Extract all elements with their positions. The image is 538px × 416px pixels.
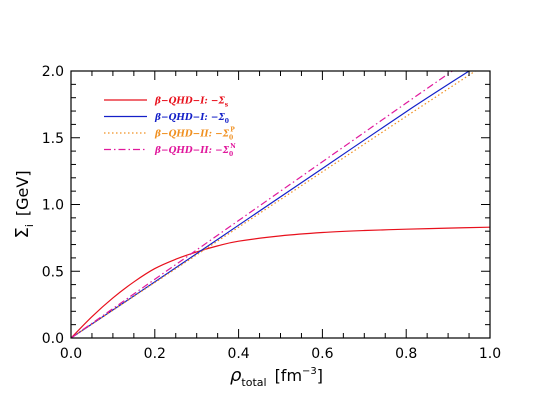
y-tick-label: 2.0 xyxy=(42,64,64,80)
series-line-1 xyxy=(71,71,470,338)
legend-label-0: β−QHD−I: −Σs xyxy=(154,97,229,109)
x-axis-label-unit-pre: [fm xyxy=(275,366,302,385)
y-axis-label: Σi [GeV] xyxy=(12,170,36,238)
x-axis-label: ρtotal [fm−3] xyxy=(230,365,323,389)
x-tick-label: 0.6 xyxy=(311,346,333,362)
x-axis-label-main: ρ xyxy=(230,365,242,386)
x-tick-label: 0.4 xyxy=(227,346,249,362)
x-axis-label-unit-sup: −3 xyxy=(302,366,317,377)
legend: β−QHD−I: −Σs β−QHD−I: −Σ0 β−QHD−II: −Σ0Pβ−… xyxy=(104,97,236,158)
legend-label-3: β−QHD−II: −Σ0N xyxy=(154,143,236,158)
x-tick-label: 1.0 xyxy=(479,346,501,362)
x-axis-label-sub: total xyxy=(241,376,266,389)
y-axis-label-sub: i xyxy=(23,224,36,227)
x-tick-label: 0.8 xyxy=(395,346,417,362)
series-line-0 xyxy=(71,226,490,338)
y-tick-label: 0.5 xyxy=(42,264,64,280)
legend-label-2: β−QHD−II: −Σ0P xyxy=(154,127,235,142)
legend-label-1: β−QHD−I: −Σ0 xyxy=(154,113,229,125)
series-line-2 xyxy=(71,71,476,338)
plot-lines xyxy=(71,71,490,338)
plot-frame xyxy=(70,70,491,339)
x-tick-label: 0.0 xyxy=(60,346,82,362)
axis-tick-labels: 0.0 0.2 0.4 0.6 0.8 1.0 0.0 0.5 1.0 1.5 2.0 xyxy=(42,64,501,362)
y-axis-label-unit: [GeV] xyxy=(13,170,32,216)
x-tick-label: 0.2 xyxy=(144,346,166,362)
series-line-3 xyxy=(71,71,453,338)
y-axis-label-main: Σ xyxy=(12,227,33,238)
x-axis-label-unit-post: ] xyxy=(317,366,323,385)
axis-ticks xyxy=(70,70,491,339)
y-tick-label: 1.0 xyxy=(42,198,64,214)
y-tick-label: 0.0 xyxy=(42,331,64,347)
y-tick-label: 1.5 xyxy=(42,131,64,147)
